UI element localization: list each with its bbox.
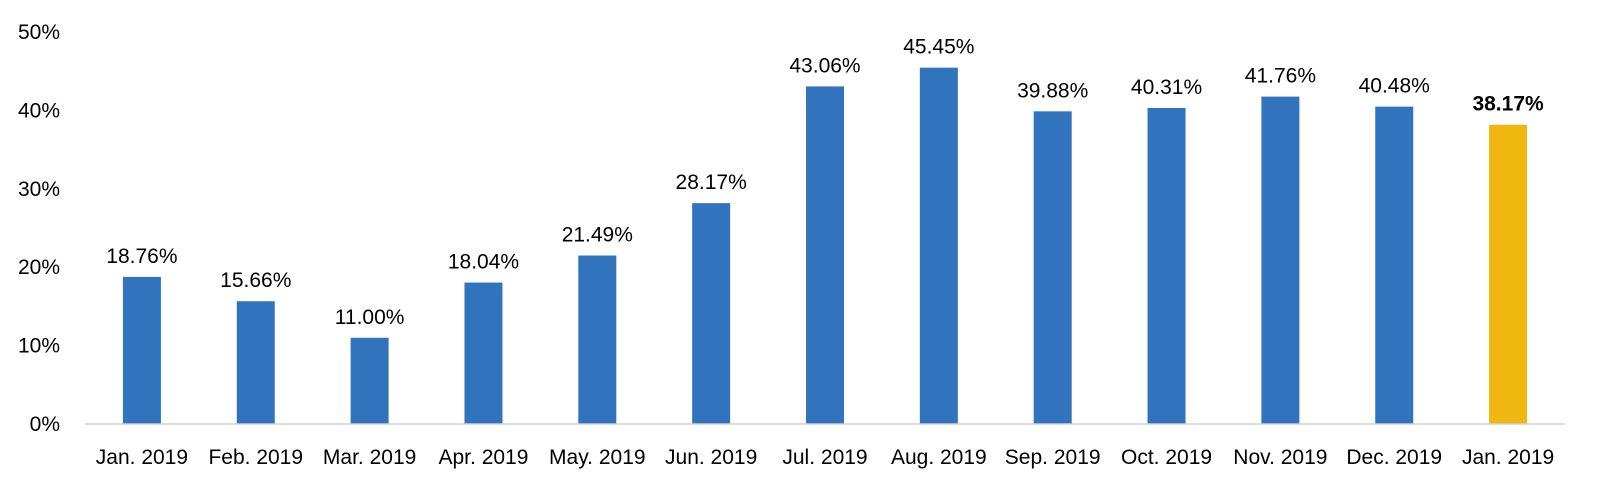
data-label: 43.06% bbox=[789, 54, 860, 77]
bar bbox=[1375, 106, 1414, 424]
bars bbox=[122, 67, 1528, 425]
x-tick-label: Oct. 2019 bbox=[1121, 446, 1212, 469]
x-tick-label: Sep. 2019 bbox=[1005, 446, 1101, 469]
x-tick-label: Dec. 2019 bbox=[1346, 446, 1442, 469]
data-label: 39.88% bbox=[1017, 79, 1088, 102]
x-tick-label: Nov. 2019 bbox=[1233, 446, 1327, 469]
bar bbox=[464, 282, 503, 424]
x-tick-label: May. 2019 bbox=[549, 446, 646, 469]
x-tick-label: Mar. 2019 bbox=[323, 446, 416, 469]
x-tick-label: Jan. 2019 bbox=[96, 446, 188, 469]
x-tick-label: Apr. 2019 bbox=[439, 446, 529, 469]
bar bbox=[919, 67, 958, 424]
y-axis: 0% 10% 20% 30% 40% 50% bbox=[18, 21, 60, 436]
data-label: 11.00% bbox=[335, 306, 405, 329]
x-axis: Jan. 2019 Feb. 2019 Mar. 2019 Apr. 2019 May.… bbox=[96, 446, 1554, 469]
data-label: 40.31% bbox=[1131, 76, 1202, 99]
bar bbox=[1033, 111, 1072, 425]
bar bbox=[1261, 96, 1300, 425]
data-label: 38.17% bbox=[1472, 93, 1544, 116]
x-tick-label: Feb. 2019 bbox=[208, 446, 303, 469]
bar bbox=[578, 255, 617, 424]
y-tick-label: 10% bbox=[18, 335, 60, 358]
bar-highlighted bbox=[1489, 124, 1528, 425]
y-tick-label: 30% bbox=[18, 178, 60, 201]
data-labels: 18.76% 15.66% 11.00% 18.04% 21.49% 28.17% 43.0… bbox=[106, 36, 1544, 329]
data-label: 40.48% bbox=[1359, 75, 1430, 98]
bar bbox=[1147, 107, 1186, 424]
x-tick-label: Jan. 2019 bbox=[1462, 446, 1554, 469]
bar bbox=[806, 86, 844, 424]
bar bbox=[350, 337, 389, 424]
data-label: 45.45% bbox=[903, 36, 974, 59]
data-label: 41.76% bbox=[1245, 65, 1316, 88]
x-tick-label: Jul. 2019 bbox=[782, 446, 867, 469]
bar bbox=[692, 203, 731, 424]
x-tick-label: Jun. 2019 bbox=[665, 446, 757, 469]
data-label: 18.04% bbox=[448, 251, 519, 274]
x-tick-label: Aug. 2019 bbox=[891, 446, 987, 469]
y-tick-label: 0% bbox=[30, 413, 60, 436]
y-tick-label: 50% bbox=[18, 21, 60, 44]
y-tick-label: 40% bbox=[18, 99, 60, 122]
bar bbox=[122, 276, 161, 424]
data-label: 21.49% bbox=[562, 224, 633, 247]
data-label: 28.17% bbox=[676, 171, 747, 194]
data-label: 15.66% bbox=[220, 269, 291, 292]
y-tick-label: 20% bbox=[18, 256, 60, 279]
bar bbox=[236, 301, 275, 424]
data-label: 18.76% bbox=[106, 245, 177, 268]
